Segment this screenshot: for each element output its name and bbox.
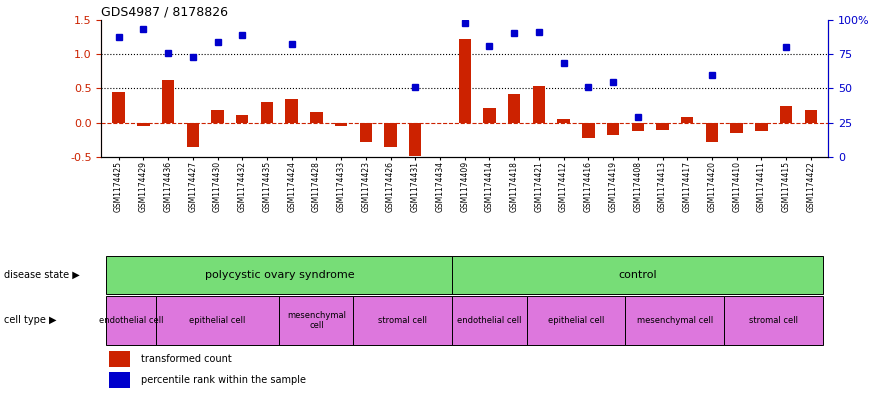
- Bar: [558, 119, 570, 123]
- Bar: [261, 102, 273, 123]
- Bar: [279, 296, 353, 345]
- Bar: [626, 296, 724, 345]
- Bar: [656, 123, 669, 130]
- Bar: [335, 123, 347, 126]
- Bar: [211, 110, 224, 123]
- Bar: [533, 86, 545, 123]
- Bar: [780, 106, 792, 123]
- Text: cell type ▶: cell type ▶: [4, 315, 57, 325]
- Bar: [107, 256, 452, 294]
- Bar: [582, 123, 595, 138]
- Bar: [162, 80, 174, 123]
- Bar: [452, 296, 527, 345]
- Bar: [108, 351, 130, 367]
- Text: mesenchymal cell: mesenchymal cell: [637, 316, 713, 325]
- Text: disease state ▶: disease state ▶: [4, 270, 80, 280]
- Text: stromal cell: stromal cell: [749, 316, 798, 325]
- Bar: [187, 123, 199, 147]
- Bar: [681, 117, 693, 123]
- Bar: [706, 123, 718, 142]
- Bar: [484, 108, 496, 123]
- Text: transformed count: transformed count: [141, 354, 232, 364]
- Bar: [108, 372, 130, 388]
- Bar: [310, 112, 322, 123]
- Text: epithelial cell: epithelial cell: [548, 316, 604, 325]
- Bar: [384, 123, 396, 147]
- Bar: [527, 296, 626, 345]
- Bar: [804, 110, 817, 123]
- Bar: [409, 123, 421, 156]
- Bar: [137, 123, 150, 126]
- Bar: [508, 94, 521, 123]
- Bar: [236, 115, 248, 123]
- Text: endothelial cell: endothelial cell: [99, 316, 163, 325]
- Bar: [359, 123, 372, 142]
- Text: GDS4987 / 8178826: GDS4987 / 8178826: [101, 6, 228, 18]
- Bar: [730, 123, 743, 133]
- Bar: [632, 123, 644, 131]
- Bar: [452, 256, 823, 294]
- Bar: [458, 39, 471, 123]
- Bar: [113, 92, 125, 123]
- Bar: [724, 296, 823, 345]
- Text: endothelial cell: endothelial cell: [457, 316, 522, 325]
- Bar: [607, 123, 619, 135]
- Bar: [107, 296, 156, 345]
- Bar: [755, 123, 767, 131]
- Bar: [156, 296, 279, 345]
- Text: stromal cell: stromal cell: [379, 316, 427, 325]
- Text: control: control: [618, 270, 657, 280]
- Text: mesenchymal
cell: mesenchymal cell: [287, 310, 346, 330]
- Text: polycystic ovary syndrome: polycystic ovary syndrome: [204, 270, 354, 280]
- Text: epithelial cell: epithelial cell: [189, 316, 246, 325]
- Bar: [353, 296, 452, 345]
- Text: percentile rank within the sample: percentile rank within the sample: [141, 375, 307, 385]
- Bar: [285, 99, 298, 123]
